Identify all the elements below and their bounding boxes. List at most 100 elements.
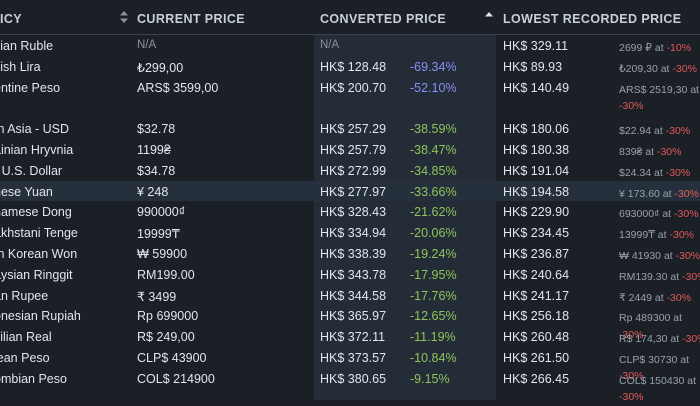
currency-name: onesian Rupiah: [0, 309, 81, 324]
converted-price: HK$ 128.48: [320, 59, 387, 74]
converted-price: HK$ 380.65: [320, 371, 387, 386]
table-row[interactable]: nese Yuan ¥ 248 HK$ 277.97 -33.66% HK$ 194.5…: [0, 180, 700, 202]
converted-price: HK$ 272.99: [320, 163, 387, 178]
lowest-price-detail: $24.34 at -30%: [619, 165, 700, 182]
converted-price: HK$ 328.43: [320, 205, 387, 220]
lowest-price-local: 839₴ at: [619, 145, 655, 158]
lowest-price-local: COL$ 150430 at: [619, 374, 697, 387]
lowest-price-discount: -30%: [619, 370, 644, 383]
converted-price: HK$ 343.78: [320, 267, 387, 282]
price-difference: -38.47%: [410, 142, 457, 157]
lowest-price-local: $24.34 at: [619, 166, 663, 179]
lowest-recorded-price: HK$ 140.49: [503, 80, 570, 95]
currency-name: entine Peso: [0, 80, 61, 95]
lowest-price-local: ¥ 173.60 at: [619, 187, 672, 200]
lowest-price-detail: Rp 489300 at -30%: [619, 310, 700, 343]
price-difference: -52.10%: [410, 80, 457, 95]
lowest-price-local: R$ 174,30 at: [619, 333, 680, 346]
converted-price: HK$ 365.97: [320, 309, 387, 324]
price-difference: -21.62%: [410, 205, 457, 220]
lowest-recorded-price: HK$ 89.93: [503, 59, 563, 74]
lowest-price-local: CLP$ 30730 at: [619, 353, 690, 366]
table-row[interactable]: th Korean Won ₩ 59900 HK$ 338.39 -19.24% HK$…: [0, 243, 700, 264]
header-current-price[interactable]: CURRENT PRICE: [137, 12, 245, 26]
lowest-price-discount: -30%: [672, 62, 697, 75]
lowest-price-detail: ₺209,30 at -30%: [619, 61, 700, 78]
lowest-recorded-price: HK$ 180.38: [503, 142, 570, 157]
price-difference: -11.19%: [410, 330, 456, 345]
current-price: $32.78: [137, 122, 176, 137]
converted-column-highlight: [314, 34, 496, 400]
current-price: 990000₫: [137, 205, 186, 220]
table-row[interactable]: an Rupee ₹ 3499 HK$ 344.58 -17.76% HK$ 241.1…: [0, 285, 700, 306]
table-row[interactable]: kish Lira ₺299,00 HK$ 128.48 -69.34% HK$ 89.…: [0, 56, 700, 77]
lowest-price-local: RM139.30 at: [619, 270, 680, 283]
table-row[interactable]: - U.S. Dollar $34.78 HK$ 272.99 -34.85% HK$ …: [0, 160, 700, 181]
table-row[interactable]: akhstani Tenge 19999₸ HK$ 334.94 -20.06% HK$…: [0, 222, 700, 243]
lowest-recorded-price: HK$ 234.45: [503, 226, 570, 241]
header-converted-price[interactable]: CONVERTED PRICE: [320, 12, 447, 26]
sort-updown-icon[interactable]: [119, 10, 129, 24]
lowest-price-discount: -30%: [619, 391, 644, 404]
current-price: R$ 249,00: [137, 330, 195, 345]
lowest-price-discount: -30%: [665, 166, 691, 179]
current-price: CLP$ 43900: [137, 350, 207, 365]
header-lowest-recorded-price[interactable]: LOWEST RECORDED PRICE: [503, 12, 682, 26]
converted-price: HK$ 338.39: [320, 246, 387, 261]
header-currency[interactable]: ICY: [0, 12, 23, 26]
table-row[interactable]: zilian Real R$ 249,00 HK$ 372.11 -11.19% HK$…: [0, 326, 700, 347]
lowest-price-detail: 839₴ at -30%: [619, 144, 700, 161]
lowest-price-discount: -30%: [682, 270, 700, 283]
lowest-price-discount: -30%: [619, 100, 644, 113]
lowest-price-detail: CLP$ 30730 at -30%: [619, 352, 700, 385]
lowest-price-detail: ₹ 2449 at -30%: [619, 290, 700, 307]
table-row[interactable]: lean Peso CLP$ 43900 HK$ 373.57 -10.84% HK$ …: [0, 347, 700, 383]
table-row[interactable]: aysian Ringgit RM199.00 HK$ 343.78 -17.95% H…: [0, 264, 700, 285]
current-price: 1199₴: [137, 142, 171, 157]
price-difference: -34.85%: [410, 163, 457, 178]
lowest-price-local: 693000₫ at: [619, 208, 672, 221]
lowest-price-detail: ARS$ 2519,30 at -30%: [619, 82, 700, 115]
lowest-price-discount: -30%: [619, 328, 644, 341]
table-row[interactable]: sian Ruble N/A N/A HK$ 329.11 2699 ₽ at -10%: [0, 35, 700, 56]
converted-price: HK$ 277.97: [320, 184, 387, 199]
sort-ascending-icon[interactable]: [484, 10, 494, 24]
table-row[interactable]: ombian Peso COL$ 214900 HK$ 380.65 -9.15% HK…: [0, 368, 700, 404]
converted-price: HK$ 257.79: [320, 142, 387, 157]
currency-name: namese Dong: [0, 205, 72, 220]
lowest-price-discount: -30%: [669, 229, 694, 242]
lowest-recorded-price: HK$ 241.17: [503, 288, 570, 303]
lowest-recorded-price: HK$ 260.48: [503, 330, 570, 345]
lowest-price-detail: $22.94 at -30%: [619, 123, 700, 140]
lowest-recorded-price: HK$ 191.04: [503, 163, 570, 178]
current-price: RM199.00: [137, 267, 195, 282]
currency-name: ainian Hryvnia: [0, 142, 74, 157]
price-difference: -38.59%: [410, 122, 457, 137]
currency-name: zilian Real: [0, 330, 52, 345]
converted-price: HK$ 200.70: [320, 80, 387, 95]
current-price: ¥ 248: [137, 184, 169, 199]
table-row[interactable]: th Asia - USD $32.78 HK$ 257.29 -38.59% HK$ …: [0, 118, 700, 139]
lowest-price-discount: -30%: [656, 145, 682, 158]
table-row[interactable]: namese Dong 990000₫ HK$ 328.43 -21.62% HK$ 2…: [0, 201, 700, 222]
lowest-price-local: ARS$ 2519,30 at: [619, 83, 699, 96]
lowest-recorded-price: HK$ 266.45: [503, 371, 570, 386]
lowest-price-local: ₩ 41930 at: [619, 249, 673, 262]
current-price: $34.78: [137, 163, 176, 178]
table-row[interactable]: entine Peso ARS$ 3599,00 HK$ 200.70 -52.10%…: [0, 77, 700, 119]
converted-price: HK$ 257.29: [320, 122, 387, 137]
lowest-price-discount: -30%: [666, 291, 692, 304]
lowest-price-discount: -10%: [666, 42, 692, 54]
currency-name: th Asia - USD: [0, 122, 70, 137]
table-row[interactable]: onesian Rupiah Rp 699000 HK$ 365.97 -12.65%…: [0, 305, 700, 341]
lowest-price-detail: R$ 174,30 at -30%: [619, 331, 700, 348]
lowest-recorded-price: HK$ 240.64: [503, 267, 570, 282]
price-difference: -33.66%: [410, 184, 457, 199]
table-row[interactable]: ainian Hryvnia 1199₴ HK$ 257.79 -38.47% HK$ …: [0, 139, 700, 160]
lowest-price-discount: -30%: [665, 125, 691, 138]
currency-name: ombian Peso: [0, 371, 67, 386]
lowest-price-local: ₺209,30 at: [619, 62, 670, 75]
currency-name: lean Peso: [0, 350, 50, 365]
lowest-price-discount: -30%: [674, 187, 699, 200]
